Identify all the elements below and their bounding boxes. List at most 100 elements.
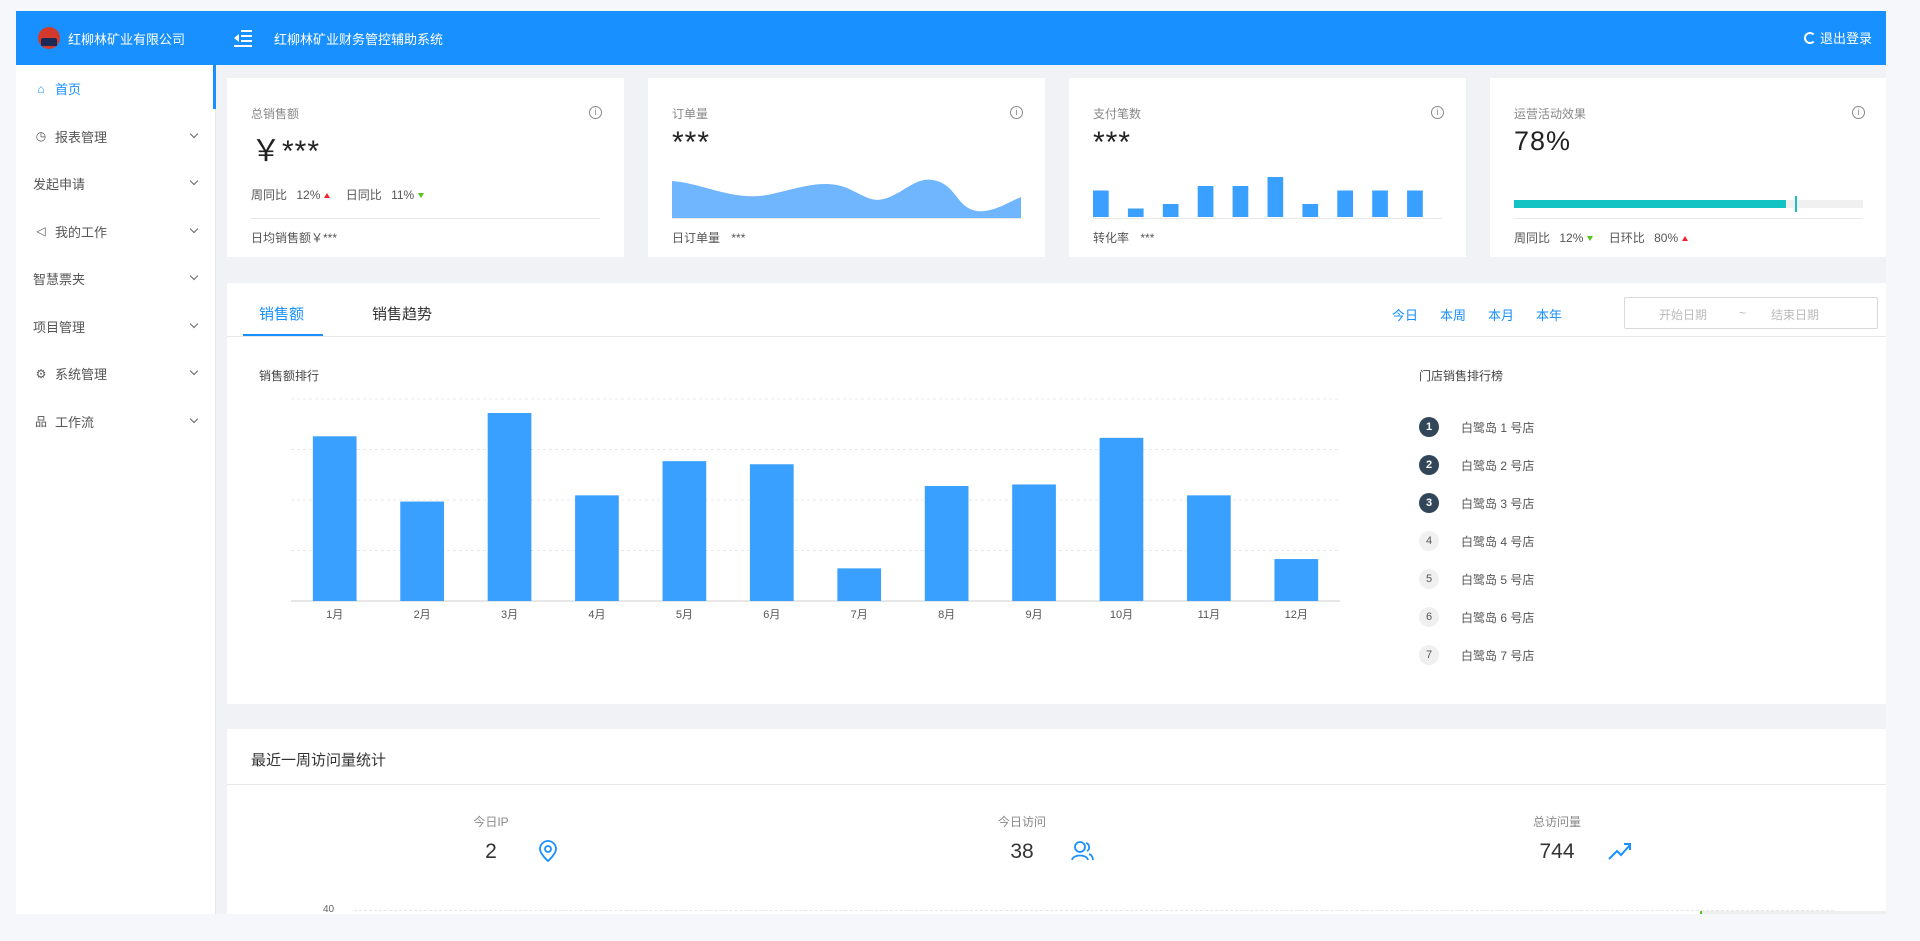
start-date-input[interactable]: 开始日期 bbox=[1659, 308, 1708, 322]
divider bbox=[227, 784, 1886, 785]
system-title: 红柳林矿业财务管控辅助系统 bbox=[274, 32, 444, 47]
menu-toggle-icon[interactable] bbox=[234, 30, 252, 47]
tab-sales-trend[interactable]: 销售趋势 bbox=[372, 306, 433, 323]
sidebar-item[interactable]: ◷ 报表管理 bbox=[16, 113, 215, 161]
card-value: 78% bbox=[1514, 126, 1572, 156]
chevron-down-icon bbox=[189, 224, 199, 233]
store-name: 白鹭岛 7 号店 bbox=[1461, 648, 1535, 663]
rank-badge: 6 bbox=[1419, 607, 1439, 627]
info-icon[interactable]: i bbox=[589, 106, 602, 119]
chart-bar[interactable] bbox=[749, 464, 794, 601]
x-tick-label: 6月 bbox=[763, 609, 780, 621]
store-name: 白鹭岛 6 号店 bbox=[1461, 610, 1535, 625]
brand[interactable]: 红柳林矿业有限公司 bbox=[16, 11, 216, 65]
chevron-down-icon bbox=[189, 414, 199, 423]
date-separator: ~ bbox=[1739, 306, 1747, 320]
chart-bar[interactable] bbox=[1274, 559, 1319, 601]
progress-target-marker bbox=[1794, 196, 1797, 212]
info-icon[interactable]: i bbox=[1010, 106, 1023, 119]
store-name: 白鹭岛 1 号店 bbox=[1461, 420, 1535, 435]
x-tick-label: 5月 bbox=[676, 609, 693, 621]
sidebar: ⌂ 首页 ◷ 报表管理发起申请 ◁ 我的工作 智慧票夹项目管理 ⚙ 系统管理品工作流 bbox=[16, 65, 216, 914]
chart-bar[interactable] bbox=[662, 461, 707, 601]
end-date-input[interactable]: 结束日期 bbox=[1771, 308, 1820, 322]
range-today-link[interactable]: 今日 bbox=[1392, 308, 1419, 323]
info-icon[interactable]: i bbox=[1852, 106, 1865, 119]
rank-badge: 4 bbox=[1419, 531, 1439, 551]
payment-bar bbox=[1232, 186, 1249, 217]
home-icon: ⌂ bbox=[37, 81, 45, 96]
card-orders: 订单量 i *** 日订单量 *** bbox=[648, 78, 1045, 257]
card-value: *** bbox=[1093, 126, 1132, 159]
tab-sales[interactable]: 销售额 bbox=[259, 306, 305, 323]
chevron-down-icon bbox=[189, 271, 199, 281]
range-week-link[interactable]: 本周 bbox=[1440, 308, 1467, 323]
week-compare-value: 12% bbox=[1559, 231, 1584, 245]
payment-bar bbox=[1302, 204, 1319, 217]
card-total-sales: 总销售额 i ￥*** 周同比 12% 日同比 11% 日均销售额￥*** bbox=[227, 78, 624, 257]
chart-bar[interactable] bbox=[400, 501, 444, 601]
campaign-progress-bar bbox=[1514, 196, 1863, 212]
down-arrow-icon bbox=[418, 193, 425, 198]
chart-bar[interactable] bbox=[575, 495, 619, 601]
day-compare-value: 11% bbox=[391, 188, 415, 202]
ranking-item: 6 白鹭岛 6 号店 bbox=[1419, 607, 1534, 627]
chart-bar[interactable] bbox=[1099, 437, 1144, 601]
payment-bar bbox=[1197, 186, 1214, 217]
card-footer: 日均销售额￥*** bbox=[251, 218, 600, 246]
progress-fill bbox=[1514, 200, 1787, 208]
rank-badge: 5 bbox=[1419, 569, 1439, 589]
sidebar-item[interactable]: 智慧票夹 bbox=[16, 255, 215, 303]
sidebar-item[interactable]: 发起申请 bbox=[16, 160, 215, 208]
flag-icon: ◁ bbox=[36, 224, 46, 239]
visits-gridline bbox=[354, 910, 1834, 911]
chart-bar[interactable] bbox=[924, 486, 969, 601]
sidebar-item[interactable]: ⌂ 首页 bbox=[16, 65, 216, 113]
chart-bar[interactable] bbox=[312, 436, 357, 601]
payment-bar bbox=[1407, 190, 1423, 217]
info-icon[interactable]: i bbox=[1431, 106, 1444, 119]
chart-bar[interactable] bbox=[487, 412, 532, 601]
sidebar-item[interactable]: ◁ 我的工作 bbox=[16, 208, 215, 256]
chart-scrollbar[interactable] bbox=[1702, 911, 1886, 914]
week-compare-label: 周同比 bbox=[1514, 231, 1551, 245]
sidebar-item-label: 发起申请 bbox=[33, 177, 86, 193]
date-range-picker[interactable]: 开始日期 ~ 结束日期 bbox=[1624, 297, 1878, 329]
sidebar-item[interactable]: 项目管理 bbox=[16, 303, 215, 351]
sidebar-item[interactable]: ⚙ 系统管理 bbox=[16, 350, 215, 398]
stat-value: 744 bbox=[1539, 840, 1575, 863]
logout-button[interactable]: 退出登录 bbox=[1803, 28, 1872, 47]
chart-heading: 销售额排行 bbox=[259, 369, 320, 383]
ranking-item: 5 白鹭岛 5 号店 bbox=[1419, 569, 1534, 589]
footer-value: *** bbox=[1140, 231, 1155, 245]
sidebar-item[interactable]: 品工作流 bbox=[16, 398, 215, 446]
down-arrow-icon bbox=[1587, 236, 1594, 241]
stat-today-visits: 今日访问 38 bbox=[962, 813, 1082, 864]
x-tick-label: 9月 bbox=[1025, 609, 1042, 621]
chart-bar[interactable] bbox=[837, 568, 882, 601]
range-month-link[interactable]: 本月 bbox=[1488, 308, 1515, 323]
chevron-down-icon bbox=[189, 366, 199, 376]
x-tick-label: 2月 bbox=[414, 609, 431, 621]
chevron-down-icon bbox=[189, 129, 199, 138]
chevron-down-icon bbox=[189, 319, 199, 328]
stat-value: 38 bbox=[1010, 840, 1034, 863]
rank-badge: 3 bbox=[1419, 493, 1439, 513]
store-name: 白鹭岛 4 号店 bbox=[1461, 534, 1535, 549]
range-year-link[interactable]: 本年 bbox=[1536, 308, 1563, 323]
store-name: 白鹭岛 3 号店 bbox=[1461, 496, 1535, 511]
x-tick-label: 8月 bbox=[938, 609, 955, 621]
sidebar-item-label: 项目管理 bbox=[33, 319, 86, 335]
location-pin-icon bbox=[539, 840, 557, 863]
chart-bar[interactable] bbox=[1012, 484, 1056, 601]
company-name: 红柳林矿业有限公司 bbox=[68, 31, 186, 47]
x-tick-label: 3月 bbox=[501, 609, 518, 621]
chart-bar[interactable] bbox=[1187, 495, 1231, 601]
trend-up-icon bbox=[1608, 843, 1631, 860]
x-tick-label: 12月 bbox=[1285, 609, 1308, 621]
order-area-sparkline bbox=[672, 179, 1021, 218]
rank-badge: 2 bbox=[1419, 455, 1439, 475]
stat-label: 今日访问 bbox=[997, 815, 1046, 829]
card-value: *** bbox=[672, 126, 711, 159]
sitemap-icon: 品 bbox=[34, 414, 47, 429]
